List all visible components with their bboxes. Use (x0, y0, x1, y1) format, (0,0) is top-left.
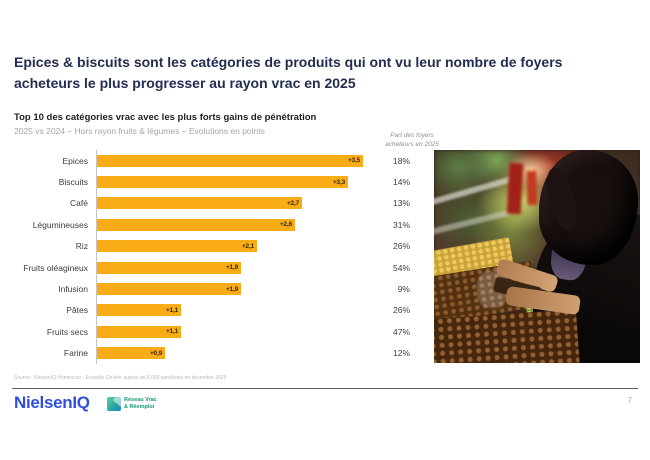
bar-track: +2,1 (96, 235, 370, 257)
share-value: 12% (392, 348, 410, 359)
chart-row: Biscuits +3,3 14% (14, 171, 418, 193)
bar-track: +1,9 (96, 256, 370, 279)
chart-row: Infusion +1,9 9% (14, 278, 418, 300)
bar-value-label: +1,9 (225, 285, 238, 293)
reseau-vrac-logo-icon (107, 397, 121, 412)
bar-value-label: +3,5 (347, 157, 360, 165)
bar-track: +1,1 (96, 321, 370, 343)
share-value: 31% (392, 219, 410, 230)
bar-value-label: +2,6 (279, 221, 292, 229)
bar: +0,9 (97, 347, 165, 360)
footer-divider (12, 388, 638, 389)
share-column-header: Part des foyers acheteurs en 2025 (385, 132, 439, 149)
category-label: Biscuits (58, 177, 88, 188)
share-value: 26% (392, 241, 410, 252)
category-label: Fruits oléagineux (23, 262, 88, 273)
share-value: 14% (392, 177, 410, 188)
chart-row: Epices +3,5 18% (14, 150, 418, 172)
bar: +1,1 (97, 325, 181, 338)
category-label: Café (70, 198, 88, 209)
chart-row: Fruits oléagineux +1,9 54% (14, 256, 418, 279)
share-value: 9% (397, 284, 410, 295)
share-value: 13% (392, 198, 410, 209)
bar-track: +3,5 (96, 150, 370, 172)
chart-row: Café +2,7 13% (14, 192, 418, 215)
reseau-vrac-logo: Réseau Vrac & Réemploi (107, 397, 157, 412)
bar-value-label: +2,1 (241, 242, 254, 250)
bar-value-label: +1,1 (165, 328, 178, 336)
source-note: Source : NielsenIQ Homescan - Enquête On… (14, 375, 227, 381)
category-label: Epices (62, 155, 88, 166)
chart-subtitle: 2025 vs 2024 – Hors rayon fruits & légum… (14, 126, 265, 136)
bar-track: +2,6 (96, 214, 370, 236)
chart-rows: Epices +3,5 18% Biscuits +3,3 14% Café +… (14, 150, 418, 364)
bar-track: +2,7 (96, 192, 370, 215)
slide-title: Epices & biscuits sont les catégories de… (14, 54, 563, 91)
category-label: Fruits secs (46, 326, 88, 337)
bar: +1,9 (97, 261, 241, 274)
reseau-vrac-line1: Réseau Vrac (124, 397, 157, 403)
chart-row: Fruits secs +1,1 47% (14, 321, 418, 343)
reseau-vrac-line2: & Réemploi (124, 404, 155, 411)
category-label: Riz (75, 241, 88, 252)
share-value: 47% (392, 326, 410, 337)
chart-row: Légumineuses +2,6 31% (14, 214, 418, 236)
photo-tray-layer (434, 308, 580, 363)
bar-value-label: +0,9 (149, 349, 162, 357)
reseau-vrac-logo-text: Réseau Vrac & Réemploi (124, 397, 157, 411)
category-label: Farine (63, 348, 88, 359)
nielseniq-logo: NielsenIQ (14, 393, 90, 412)
bar-track: +0,9 (96, 342, 370, 364)
chart-row: Riz +2,1 26% (14, 235, 418, 257)
share-value: 26% (392, 305, 410, 316)
photo-woman-bulk-shopping (434, 150, 640, 363)
bar: +2,6 (97, 218, 295, 231)
chart-title: Top 10 des catégories vrac avec les plus… (14, 112, 317, 123)
bar: +1,9 (97, 283, 241, 296)
share-value: 54% (392, 262, 410, 273)
bar: +2,1 (97, 240, 257, 253)
bar-value-label: +2,7 (286, 199, 299, 207)
chart-row: Farine +0,9 12% (14, 342, 418, 364)
bar-track: +1,1 (96, 299, 370, 322)
bar: +1,1 (97, 304, 181, 317)
bar-value-label: +1,9 (225, 264, 238, 272)
bar-track: +1,9 (96, 278, 370, 300)
bar-track: +3,3 (96, 171, 370, 193)
chart-row: Pâtes +1,1 26% (14, 299, 418, 322)
share-value: 18% (392, 155, 410, 166)
photo-sign-layer (526, 171, 538, 206)
category-label: Pâtes (66, 305, 88, 316)
bar-chart: Epices +3,5 18% Biscuits +3,3 14% Café +… (14, 150, 418, 364)
bar-value-label: +3,3 (332, 178, 345, 186)
category-label: Infusion (58, 284, 88, 295)
page-number: 7 (627, 396, 632, 405)
bar: +3,3 (97, 176, 348, 189)
photo-sign-layer (506, 162, 524, 215)
category-label: Légumineuses (32, 219, 88, 230)
bar-value-label: +1,1 (165, 306, 178, 314)
bar: +2,7 (97, 197, 302, 210)
bar: +3,5 (97, 154, 363, 167)
